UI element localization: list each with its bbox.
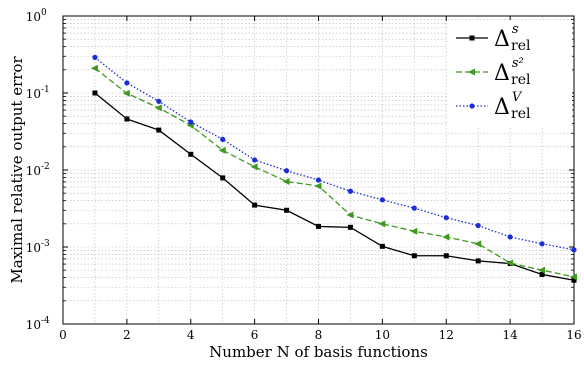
data-point: [443, 253, 449, 259]
data-point: [314, 182, 322, 190]
series-3: [92, 54, 577, 253]
y-tick-label: 10: [26, 241, 41, 255]
series-2: [90, 64, 577, 281]
data-point: [506, 259, 514, 267]
data-point: [124, 80, 130, 86]
data-point: [252, 202, 258, 208]
x-tick-label: 10: [375, 328, 390, 342]
data-point: [124, 116, 130, 122]
data-point: [316, 223, 321, 229]
data-point: [411, 253, 417, 259]
data-point: [154, 104, 162, 112]
data-point: [220, 136, 226, 142]
data-point: [122, 89, 130, 97]
data-point: [156, 98, 162, 104]
x-axis-label: Number N of basis functions: [209, 343, 428, 361]
data-point: [442, 233, 450, 241]
y-tick-label: 10: [26, 10, 41, 24]
data-point: [507, 234, 513, 240]
data-point: [283, 168, 290, 174]
y-tick-label: 10: [26, 318, 41, 332]
data-point: [475, 258, 481, 264]
y-tick-label: 10: [26, 164, 41, 178]
data-point: [188, 119, 194, 125]
y-axis-label: Maximal relative output error: [8, 56, 26, 284]
data-point: [539, 271, 545, 277]
data-point: [250, 163, 258, 171]
data-point: [475, 222, 481, 229]
data-point: [469, 35, 475, 41]
data-point: [410, 227, 418, 235]
series-line: [94, 92, 575, 281]
x-tick-label: 0: [59, 328, 67, 342]
data-point: [218, 146, 226, 154]
data-point: [379, 243, 385, 249]
data-point: [90, 64, 98, 72]
data-point: [411, 205, 417, 211]
data-point: [474, 240, 482, 248]
y-tick-exponent: -4: [41, 316, 50, 326]
y-tick-exponent: -3: [41, 239, 50, 249]
x-tick-label: 12: [439, 328, 454, 342]
data-point: [571, 247, 577, 253]
data-point: [539, 241, 545, 247]
data-point: [347, 224, 353, 230]
y-tick-exponent: -1: [41, 85, 50, 95]
data-point: [156, 127, 162, 133]
y-tick-exponent: 0: [41, 8, 47, 18]
x-tick-label: 16: [566, 328, 581, 342]
data-point: [92, 54, 98, 60]
data-point: [284, 207, 290, 213]
legend-box: [448, 20, 572, 126]
y-tick-exponent: -2: [41, 162, 50, 172]
grid: [63, 16, 574, 324]
x-tick-label: 8: [315, 328, 323, 342]
data-point: [379, 197, 385, 203]
data-point: [443, 215, 449, 221]
data-point: [346, 211, 354, 219]
data-point: [282, 177, 290, 185]
data-point: [378, 220, 386, 228]
data-point: [220, 175, 226, 181]
data-point: [469, 103, 475, 109]
data-point: [570, 273, 577, 281]
x-tick-label: 6: [251, 328, 259, 342]
x-tick-label: 4: [187, 328, 195, 342]
data-point: [188, 151, 194, 157]
data-point: [315, 177, 322, 183]
data-point: [538, 266, 546, 274]
series-line: [94, 67, 575, 278]
data-point: [347, 188, 354, 194]
series-layer: [90, 54, 577, 283]
x-tick-label: 14: [502, 328, 518, 342]
series-1: [92, 90, 577, 283]
data-point: [252, 157, 258, 163]
data-point: [92, 90, 98, 96]
data-point: [571, 277, 577, 283]
x-tick-label: 2: [123, 328, 131, 342]
data-point: [468, 68, 475, 76]
y-tick-label: 10: [26, 87, 41, 101]
series-line: [94, 56, 575, 251]
